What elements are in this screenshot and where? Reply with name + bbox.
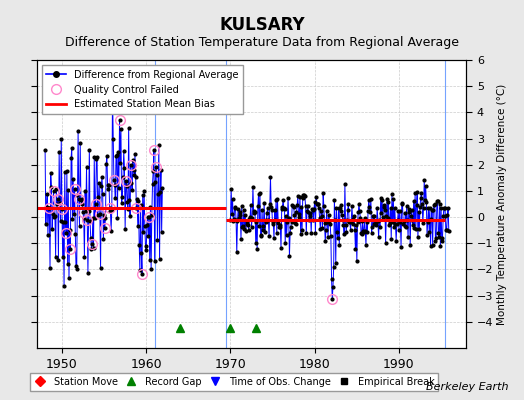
Text: KULSARY: KULSARY xyxy=(219,16,305,34)
Legend: Station Move, Record Gap, Time of Obs. Change, Empirical Break: Station Move, Record Gap, Time of Obs. C… xyxy=(30,373,439,391)
Text: Berkeley Earth: Berkeley Earth xyxy=(426,382,508,392)
Y-axis label: Monthly Temperature Anomaly Difference (°C): Monthly Temperature Anomaly Difference (… xyxy=(497,83,507,325)
Text: Difference of Station Temperature Data from Regional Average: Difference of Station Temperature Data f… xyxy=(65,36,459,49)
